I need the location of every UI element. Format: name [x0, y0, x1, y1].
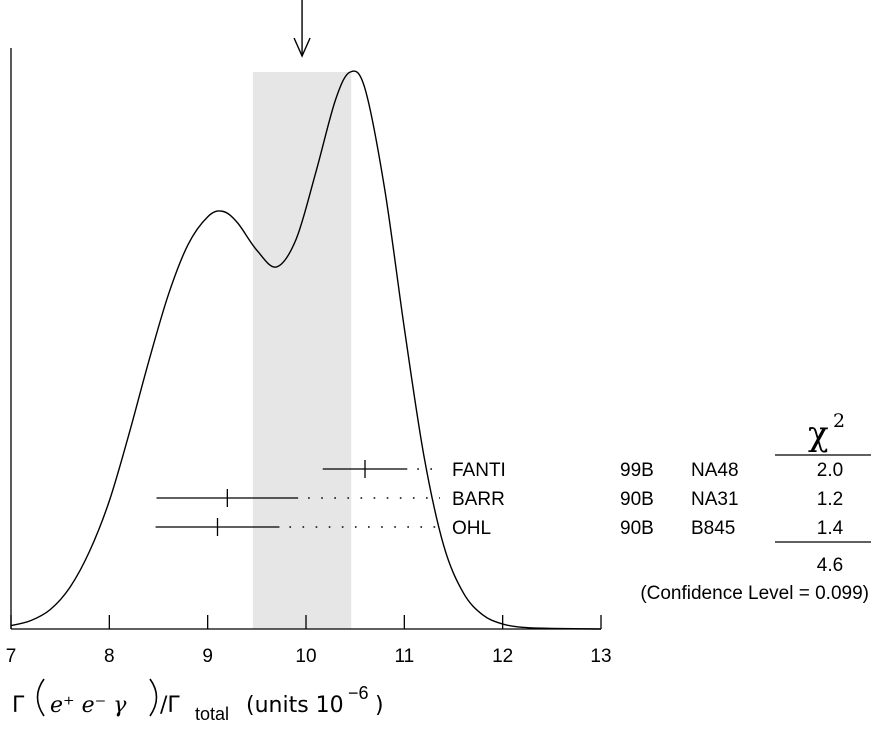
measurement-name: OHL — [452, 518, 491, 539]
x-tick-label: 7 — [6, 646, 17, 667]
chi2-exponent: 2 — [833, 410, 845, 432]
x-tick-label: 8 — [104, 646, 115, 667]
measurement-year: 99B — [620, 460, 654, 481]
confidence-level: (Confidence Level = 0.099) — [640, 583, 869, 604]
chi2-total: 4.6 — [817, 555, 843, 576]
x-tick-label: 11 — [394, 646, 414, 667]
measurement-year: 90B — [620, 489, 654, 510]
xlabel-units-exponent: −6 — [348, 683, 369, 703]
chi2-symbol: χ — [808, 414, 829, 454]
measurement-name: BARR — [452, 489, 505, 510]
measurement-chi2: 1.2 — [817, 489, 843, 510]
xlabel-particles: e⁺ e⁻ γ — [50, 693, 127, 718]
average-band — [252, 72, 352, 629]
x-tick-label: 9 — [202, 646, 213, 667]
xlabel-gamma: Γ — [12, 693, 25, 718]
xlabel-right-paren — [149, 678, 158, 717]
measurement-experiment: B845 — [691, 518, 735, 539]
measurement-experiment: NA31 — [691, 489, 739, 510]
measurement-name: FANTI — [452, 460, 506, 481]
xlabel-subscript: total — [195, 704, 229, 724]
average-arrow-head — [293, 37, 311, 58]
measurement-chi2: 1.4 — [817, 518, 844, 539]
xlabel-slash-gamma: /Γ — [160, 693, 180, 718]
measurement-chi2: 2.0 — [817, 460, 843, 481]
x-tick-label: 12 — [492, 646, 513, 667]
x-tick-label: 13 — [590, 646, 611, 667]
measurement-experiment: NA48 — [691, 460, 739, 481]
ideogram-curve — [10, 70, 602, 630]
xlabel-units-close: ) — [375, 693, 384, 718]
xlabel-left-paren — [36, 678, 45, 717]
x-tick-label: 10 — [295, 646, 316, 667]
measurement-year: 90B — [620, 518, 654, 539]
xlabel-units: (units 10 — [246, 693, 344, 718]
